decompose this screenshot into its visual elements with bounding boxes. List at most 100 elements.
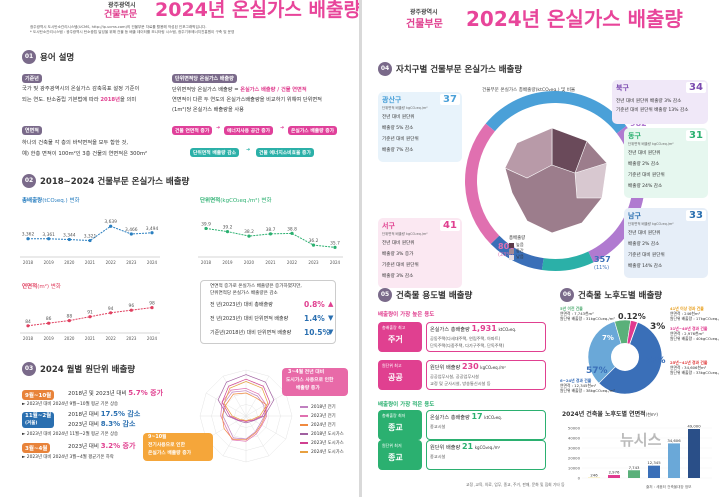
tick-label: 2023 xyxy=(126,260,137,265)
area-chart-title: 연면적(m²) 변화 xyxy=(22,284,61,290)
data-label: 94 xyxy=(108,306,114,312)
use-value-line: 온실가스 총배출량 1,931 ktCO₂eq. xyxy=(430,324,517,333)
pie-annotation-title: 25년~41년 경과 건물 xyxy=(670,360,708,365)
radar-series xyxy=(223,381,269,421)
district-unit: 단위면적 배출량 kgCO₂eq./m² xyxy=(382,232,428,236)
callout-2-line: 9~10월 xyxy=(148,435,167,440)
period-2-text-1: 2018년 대비 17.5% 감소 xyxy=(68,410,141,418)
bar-source: 출처 : 세움터 건축물대장 정보 xyxy=(646,485,692,489)
period-3-text: 2023년 대비 3.2% 증가 xyxy=(68,442,136,450)
district-detail: 전년 대비 원단위 xyxy=(382,115,415,120)
tick-label: 2024 xyxy=(147,260,158,265)
data-point xyxy=(109,311,113,315)
lowest-use-label: 배출량이 가장 적은 용도 xyxy=(378,402,435,408)
pie-annotation-unit: 원단위 배출량 : 40kgCO₂eq./m² xyxy=(670,336,719,341)
use-category: 공공 xyxy=(388,373,403,382)
tick-label: 2020 xyxy=(64,260,75,265)
data-label: 88 xyxy=(67,314,73,320)
pie-annotation-title: 6~24년 경과 건물 xyxy=(560,378,592,383)
legend-swatch xyxy=(300,433,308,435)
callout-mar-apr xyxy=(282,368,348,396)
header-sub-label: 건물부문 xyxy=(406,19,443,30)
tick-label: 2018 xyxy=(23,336,34,341)
comparison-value: 10.5% xyxy=(304,328,331,337)
district-name: 북구 xyxy=(616,84,629,92)
use-tag: 총배출량 최고 xyxy=(382,325,406,330)
radar-axis xyxy=(222,376,247,417)
data-point xyxy=(290,231,294,235)
district-detail: 전년 대비 원단위 xyxy=(628,231,661,236)
y-tick: 20000 xyxy=(568,456,581,461)
tick-label: 2021 xyxy=(85,336,96,341)
radar-axis xyxy=(245,415,270,456)
total-emission-chart: 3,362 2018 3,361 2019 3,344 2020 3,321 2021 3,63… xyxy=(20,219,160,265)
callout-1-line: 3~4월 전년 대비 xyxy=(288,370,325,375)
pie-hole xyxy=(611,343,639,371)
tick-label: 2020 xyxy=(244,260,255,265)
bar xyxy=(688,429,700,478)
use-desc: 교정 및 군사시설, 방송통신시설 등 xyxy=(430,381,491,386)
use-category-card xyxy=(378,360,422,390)
bar-label: 49,000 xyxy=(687,424,701,429)
flow-1-step-3: 온실가스 배출량 증가 xyxy=(288,126,338,135)
unit-chart-title: 단위면적(kgCO₂eq./m²) 변화 xyxy=(200,198,272,204)
pie-annotation-title: 5년 이전 건물 xyxy=(560,306,583,311)
pie-annotation-area: 연면적 : 34,606천m² xyxy=(670,365,707,370)
unit-formula: 단위면적당 온실가스 배출량 = 온실가스 배출량 / 건물 연면적 xyxy=(172,87,307,93)
callout-2-line: 전기사용으로 인한 xyxy=(148,443,185,448)
comparison-label: 전 년(2023년) 대비 단위면적 배출량 xyxy=(210,316,289,322)
callout-1-line: 배출량 증가 xyxy=(296,386,320,391)
tick-label: 2024 xyxy=(330,260,341,265)
pie-annotation-unit: 원단위 배출량 : 33kgCO₂eq./m² xyxy=(670,370,719,375)
bar-label: 7,743 xyxy=(629,465,640,470)
section-04-heading: 04 자치구별 건물부문 온실가스 배출량 xyxy=(378,62,522,76)
radar-axis xyxy=(222,415,247,456)
tick-label: 2020 xyxy=(64,336,75,341)
flow-2-step-2: 건물 에너지소비효율 증가 xyxy=(256,148,314,157)
base-year-text-2: 되는 연도. 탄소중립 기본법에 따라 2018년을 의미 xyxy=(22,97,137,103)
arrow-down-icon: ▼ xyxy=(328,328,334,336)
pie-label: 0.12% xyxy=(618,312,646,321)
use-detail-box xyxy=(426,322,546,352)
callout-2-line: 온실가스 배출량 증가 xyxy=(148,451,192,456)
data-label: 96 xyxy=(129,303,135,309)
legend-high-swatch xyxy=(509,243,514,248)
comparison-label: 기준년(2018년) 대비 단위면적 배출량 xyxy=(210,330,292,336)
legend-low: 낮음 xyxy=(516,254,524,259)
base-year-tag: 기준년 xyxy=(22,74,42,83)
y-tick: 10000 xyxy=(568,466,581,471)
district-name: 동구 xyxy=(628,132,641,140)
data-point xyxy=(26,324,30,328)
use-desc: 단독주택(다중주택, 다가구주택, 단독주택) xyxy=(430,343,505,348)
section-05-heading: 05 건축물 용도별 배출량 xyxy=(378,288,472,302)
pie-annotation-area: 연면적 : 7,743천m² xyxy=(560,311,594,316)
district-unit: 단위면적 배출량 kgCO₂eq./m² xyxy=(628,142,674,146)
district-detail: 기준년 대비 원단위 xyxy=(628,173,665,178)
district-value: 34 xyxy=(686,82,706,93)
age-pie-chart xyxy=(587,319,663,395)
use-category-card xyxy=(378,440,422,470)
data-label: 38.8 xyxy=(287,226,297,232)
ring-label: 건물부문 온실가스 총배출량(ktCO₂eq.) 및 비율 xyxy=(482,88,576,93)
ring-pct: (23%) xyxy=(498,252,514,258)
total-chart-title: 총배출량(tCO₂eq.) 변화 xyxy=(22,198,80,204)
use-value-line: 원단위 배출량 21 kgCO₂eq./m² xyxy=(430,442,501,451)
pie-label: 57% xyxy=(586,366,608,376)
data-point xyxy=(204,226,208,231)
tick-label: 2022 xyxy=(106,260,117,265)
arrow-down-icon: ▼ xyxy=(328,314,334,322)
legend-high: 높음 xyxy=(516,242,524,247)
use-desc: 공동주택(다세대주택, 연립주택, 아파트) xyxy=(430,336,501,341)
data-point xyxy=(67,237,71,242)
radar-series xyxy=(221,378,271,422)
y-tick: 0 xyxy=(578,476,581,481)
use-detail-box xyxy=(426,440,546,470)
legend-swatch xyxy=(300,424,308,426)
header-sub-label: 건물부문 xyxy=(104,10,138,20)
district-value: 31 xyxy=(686,130,706,141)
data-label: 3,344 xyxy=(63,233,76,239)
unit-text-1: 연면적이 다른 두 연도의 온실가스배출량을 비교하기 위해여 단위면적 xyxy=(172,97,322,103)
use-category: 종교 xyxy=(388,423,403,432)
bar-label: 246 xyxy=(590,472,598,477)
use-value-line: 온실가스 총배출량 17 ktCO₂eq. xyxy=(430,412,502,421)
